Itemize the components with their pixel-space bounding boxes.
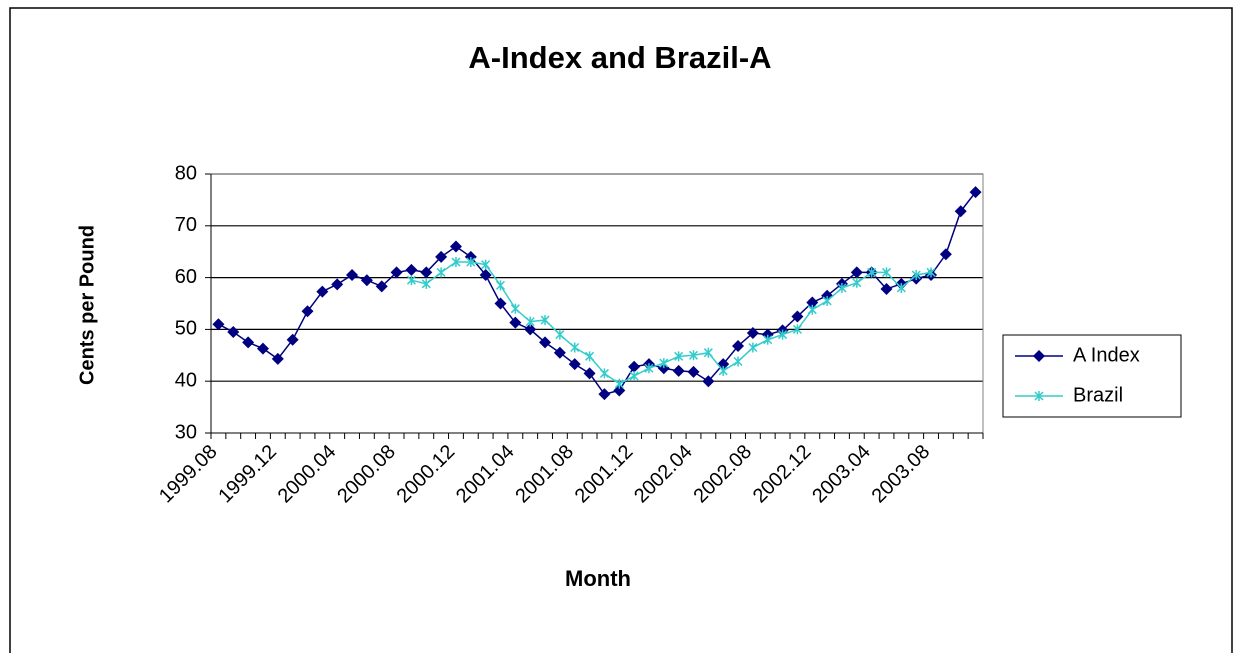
marker (553, 346, 566, 359)
marker (331, 278, 344, 291)
marker (896, 282, 906, 293)
legend-marker (1033, 350, 1045, 362)
marker (390, 266, 403, 279)
marker (585, 351, 595, 362)
marker (837, 282, 847, 293)
marker (850, 266, 863, 279)
marker (687, 365, 700, 378)
marker (435, 250, 448, 263)
marker (524, 323, 537, 336)
marker (954, 205, 967, 218)
marker (242, 336, 255, 349)
marker (703, 347, 713, 358)
marker (644, 363, 654, 374)
marker (479, 269, 492, 282)
marker (629, 371, 639, 382)
marker (628, 360, 641, 373)
y-tick-label: 80 (175, 162, 197, 184)
marker (807, 304, 817, 315)
marker (420, 266, 433, 279)
marker (718, 365, 728, 376)
marker (926, 267, 936, 278)
marker (316, 285, 329, 298)
y-tick-label: 50 (175, 318, 197, 340)
marker (733, 356, 743, 367)
marker (732, 339, 745, 352)
marker (911, 270, 921, 281)
marker (822, 295, 832, 306)
y-tick-label: 60 (175, 266, 197, 288)
marker (599, 368, 609, 379)
y-tick-label: 30 (175, 421, 197, 443)
marker (614, 378, 624, 389)
marker (495, 280, 506, 291)
marker (525, 316, 535, 327)
y-axis-title: Cents per Pound (76, 225, 98, 385)
marker (301, 305, 314, 318)
marker (568, 358, 581, 371)
marker (509, 316, 522, 329)
marker (688, 350, 699, 361)
chart-border (9, 7, 1233, 653)
marker (539, 336, 552, 349)
marker (510, 303, 520, 314)
marker (375, 280, 388, 293)
marker (540, 315, 550, 326)
marker (791, 310, 804, 323)
marker (451, 257, 461, 268)
marker (494, 297, 507, 310)
marker (360, 274, 373, 287)
series-line (218, 191, 977, 395)
marker (227, 325, 240, 338)
marker (406, 275, 416, 286)
legend-marker (1034, 391, 1044, 401)
marker (271, 352, 284, 365)
marker (672, 364, 685, 377)
marker (583, 367, 596, 380)
marker (674, 351, 684, 362)
marker (570, 342, 580, 353)
marker (598, 388, 611, 401)
legend-label: A Index (1073, 344, 1140, 366)
marker (256, 342, 269, 355)
marker (806, 296, 819, 309)
marker (659, 358, 669, 369)
marker (880, 282, 893, 295)
x-axis-title: Month (565, 566, 631, 591)
marker (881, 267, 892, 278)
marker (346, 269, 359, 282)
marker (939, 248, 952, 261)
marker (466, 257, 476, 268)
marker (763, 334, 773, 345)
chart-title: A-Index and Brazil-A (468, 40, 771, 75)
marker (481, 259, 491, 270)
y-tick-label: 70 (175, 214, 197, 236)
marker (852, 277, 862, 288)
marker (436, 267, 446, 278)
marker (746, 327, 759, 340)
legend-label: Brazil (1073, 384, 1123, 406)
marker (778, 329, 788, 340)
marker (555, 329, 565, 340)
marker (212, 318, 225, 331)
marker (421, 278, 431, 289)
marker (449, 240, 462, 253)
marker (702, 375, 715, 388)
y-tick-label: 40 (175, 369, 197, 391)
legend-box (1002, 334, 1182, 418)
marker (969, 186, 982, 199)
marker (867, 267, 877, 278)
marker (792, 324, 802, 335)
marker (286, 333, 299, 346)
marker (405, 263, 418, 276)
marker (748, 342, 758, 353)
